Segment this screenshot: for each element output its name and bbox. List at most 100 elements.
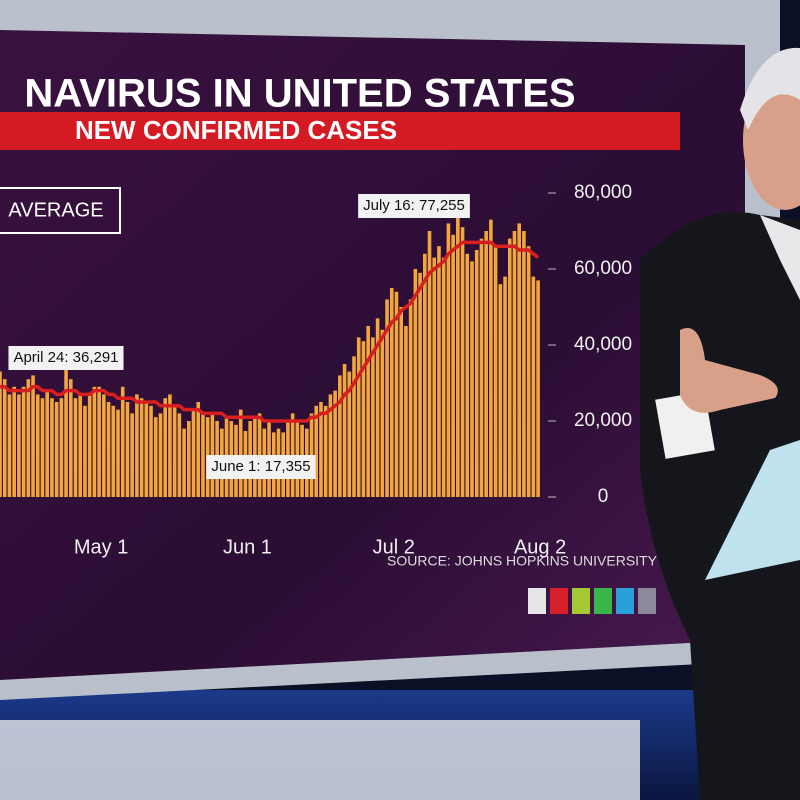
- bar: [187, 421, 191, 497]
- bar: [507, 238, 512, 497]
- bar: [0, 371, 2, 497]
- bar: [31, 375, 35, 497]
- bar: [40, 398, 45, 497]
- bar: [7, 394, 12, 497]
- swatch: [616, 588, 634, 614]
- average-line: [0, 240, 540, 423]
- bar: [456, 203, 460, 497]
- bar: [87, 394, 92, 497]
- bar: [389, 288, 394, 497]
- chart-title: NAVIRUS IN UNITED STATES: [24, 72, 575, 116]
- bar: [536, 280, 540, 497]
- bar: [111, 405, 116, 497]
- bar: [149, 405, 153, 497]
- bar: [323, 405, 328, 497]
- bar: [182, 428, 186, 497]
- bar: [35, 394, 40, 497]
- bar: [347, 371, 352, 497]
- bar: [26, 379, 31, 497]
- bar: [512, 231, 517, 497]
- bar: [418, 272, 422, 497]
- bar: [314, 405, 319, 497]
- bar: [484, 231, 488, 497]
- x-tick-label: Aug 2: [514, 536, 566, 558]
- bar: [427, 231, 432, 497]
- bar: [413, 269, 418, 497]
- bar: [394, 291, 399, 497]
- annotation-box: [358, 194, 470, 218]
- bar: [451, 234, 455, 498]
- bar: [191, 409, 196, 497]
- bar: [479, 238, 484, 497]
- bar: [97, 386, 101, 497]
- bar: [338, 375, 342, 497]
- bar: [531, 276, 536, 497]
- bar: [380, 329, 385, 497]
- annotation-box: [206, 455, 316, 479]
- bar: [522, 231, 526, 497]
- bar: [517, 223, 521, 497]
- bar: [342, 364, 347, 497]
- annotation: July 16: 77,255: [363, 197, 465, 214]
- bar: [120, 386, 125, 497]
- bar: [352, 356, 356, 497]
- source-note: SOURCE: JOHNS HOPKINS UNIVERSITY: [387, 553, 658, 569]
- x-tick-label: Jun 1: [223, 536, 272, 558]
- chart-subtitle: NEW CONFIRMED CASES: [75, 115, 397, 145]
- bar: [361, 341, 366, 497]
- bar: [54, 402, 59, 497]
- y-tick-label: 60,000: [574, 258, 632, 279]
- bar: [2, 379, 7, 497]
- bar: [460, 227, 465, 497]
- bar: [404, 326, 408, 497]
- annotation-box: [8, 346, 124, 370]
- bar: [64, 359, 68, 497]
- bar: [172, 405, 177, 497]
- swatch: [550, 588, 568, 614]
- x-tick-label: May 1: [74, 536, 128, 558]
- swatch: [572, 588, 590, 614]
- bar: [432, 257, 437, 497]
- bar: [158, 413, 163, 497]
- bar: [144, 402, 149, 497]
- presenter-hair: [740, 47, 800, 130]
- bar: [423, 253, 427, 497]
- bar: [366, 326, 370, 497]
- bar: [102, 394, 106, 497]
- presenter: [640, 47, 800, 800]
- presenter-hand: [680, 328, 778, 413]
- plot: 0 20,000 40,000 60,000 80,000 May 1 Jun 1 Jul 2…: [0, 182, 632, 558]
- swatch: [638, 588, 656, 614]
- bar: [17, 394, 21, 497]
- bar: [408, 299, 413, 497]
- bar: [92, 386, 97, 497]
- bar: [333, 390, 337, 497]
- bar: [437, 246, 441, 497]
- annotation: June 1: 17,355: [211, 458, 310, 475]
- bar: [21, 386, 26, 497]
- bar: [125, 402, 130, 497]
- bar: [177, 413, 182, 497]
- y-tick-label: 20,000: [574, 410, 632, 431]
- bar: [328, 394, 333, 497]
- legend-box: [0, 187, 121, 234]
- bar: [465, 253, 470, 497]
- y-tick-label: 40,000: [574, 334, 632, 355]
- bar: [446, 223, 451, 497]
- bar: [130, 413, 134, 497]
- bar: [371, 337, 375, 497]
- bar: [238, 409, 243, 497]
- bar: [106, 402, 111, 497]
- bar: [493, 246, 498, 497]
- color-swatches: [528, 588, 656, 614]
- presenter-notes: [705, 440, 800, 580]
- bar: [498, 284, 503, 497]
- bar: [139, 398, 144, 497]
- bar: [399, 307, 403, 497]
- bar: [59, 398, 64, 497]
- bar: [116, 409, 120, 497]
- legend-label: AVERAGE: [8, 199, 103, 221]
- bar: [489, 219, 493, 497]
- bar: [526, 246, 531, 497]
- bar: [69, 379, 73, 497]
